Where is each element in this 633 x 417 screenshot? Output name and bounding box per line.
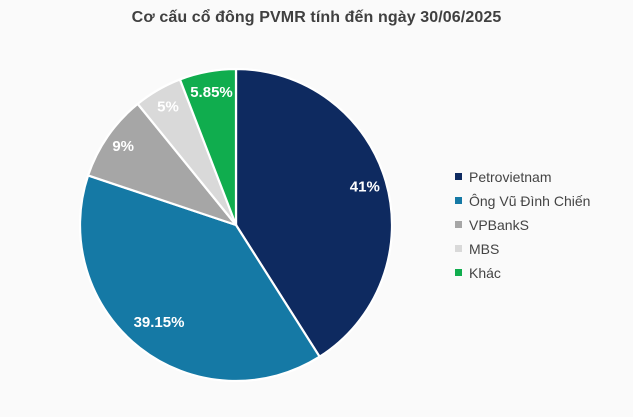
legend-marker-icon <box>455 269 462 276</box>
legend-label: MBS <box>469 240 500 257</box>
legend-label: VPBankS <box>469 216 529 233</box>
legend-label: Khác <box>469 264 501 281</box>
legend-item-petrovietnam: Petrovietnam <box>455 168 590 185</box>
legend-marker-icon <box>455 173 462 180</box>
pie-slice-label-vpbanks: 9% <box>112 138 134 155</box>
pie-slice-label-ong-vu-inh-chien: 39.15% <box>134 314 185 331</box>
pie-slice-label-khac: 5.85% <box>190 84 233 101</box>
pie-slice-khac <box>178 67 238 227</box>
legend-item-ong-vu-inh-chien: Ông Vũ Đình Chiến <box>455 192 591 209</box>
chart-title: Cơ cấu cổ đông PVMR tính đến ngày 30/06/… <box>131 9 502 26</box>
pie-slice-vpbanks <box>87 102 238 227</box>
legend-marker-icon <box>455 197 462 204</box>
legend-marker-icon <box>455 245 462 252</box>
legend-item-mbs: MBS <box>455 240 590 257</box>
legend: Petrovietnam Ông Vũ Đình Chiến VPBankS MBS K… <box>455 168 591 281</box>
legend-label: Petrovietnam <box>469 168 552 185</box>
legend-item-khac: Khác <box>455 264 590 281</box>
legend-marker-icon <box>455 221 462 228</box>
legend-item-vpbanks: VPBankS <box>455 216 590 233</box>
pie-slice-ong-vu-inh-chien <box>78 174 321 383</box>
pie-slice-label-petrovietnam: 41% <box>350 179 380 196</box>
legend-label: Ông Vũ Đình Chiến <box>469 192 591 209</box>
pie-slice-label-mbs: 5% <box>157 98 179 115</box>
